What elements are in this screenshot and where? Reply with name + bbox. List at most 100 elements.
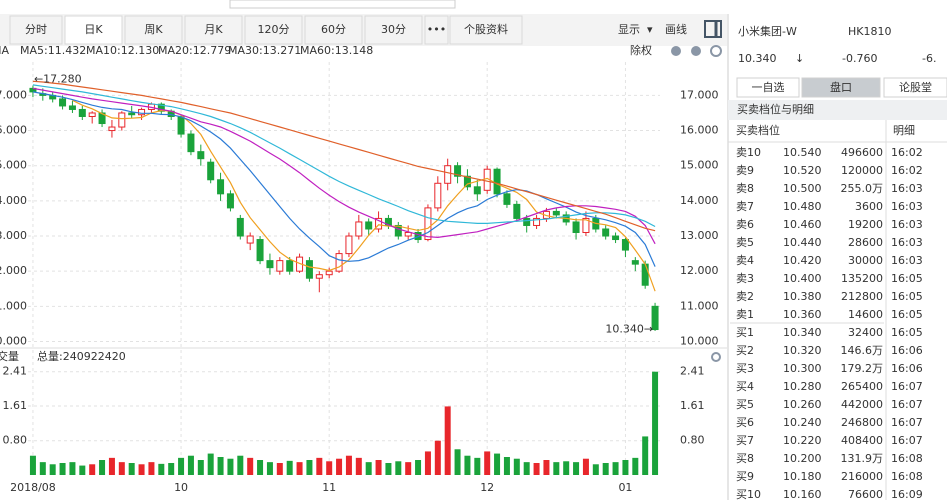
volume-bar [326, 461, 333, 475]
change: -0.760 [842, 52, 877, 65]
volume-bar [286, 460, 293, 475]
y-tick-label: 2.41 [680, 365, 705, 378]
y-tick-label: 10.000 [680, 334, 719, 347]
tab-label[interactable]: 日K [84, 23, 103, 36]
tab[interactable] [184, 15, 243, 45]
level-volume: 216000 [841, 470, 883, 483]
level-label: 卖4 [736, 254, 754, 267]
candle-body [582, 217, 590, 234]
volume-bar [375, 460, 382, 475]
level-volume: 30000 [848, 254, 883, 267]
tab[interactable] [124, 15, 183, 45]
level-price: 10.380 [783, 290, 822, 303]
tab-label[interactable]: 分时 [25, 23, 47, 36]
detail-time: 16:07 [891, 416, 923, 429]
level-label: 买4 [736, 380, 754, 393]
panel-tab-label[interactable]: 论股堂 [899, 80, 932, 94]
level-price: 10.280 [783, 380, 822, 393]
price: 10.340 [738, 52, 777, 65]
detail-time: 16:02 [891, 164, 923, 177]
candle-body [157, 103, 165, 112]
panel-tab-label[interactable]: 盘口 [830, 80, 852, 94]
detail-time: 16:02 [891, 146, 923, 159]
level-label: 买8 [736, 452, 754, 465]
level-label: 卖1 [736, 308, 754, 321]
panel-tab[interactable] [736, 77, 800, 98]
volume-bar [503, 457, 510, 475]
candle-body [335, 253, 343, 272]
panel-tab-label[interactable]: 一自选 [752, 81, 785, 94]
level-volume: 131.9万 [841, 452, 884, 465]
volume-bar [79, 465, 86, 475]
volume-bar [276, 463, 283, 475]
candle-body [602, 228, 610, 237]
volume-bar [158, 463, 165, 475]
volume-bar [444, 406, 451, 475]
orderbook-header: 买卖档位 [736, 123, 780, 137]
zoom-out[interactable] [691, 46, 701, 56]
tab[interactable] [364, 15, 423, 45]
volume-bar [39, 462, 46, 475]
volume-bar [296, 462, 303, 475]
y-tick-label: 15.000 [0, 159, 27, 172]
adjust-label[interactable]: 除权 [630, 43, 652, 57]
level-price: 10.540 [783, 146, 822, 159]
detail-time: 16:08 [891, 470, 923, 483]
draw-line-button[interactable]: 画线 [665, 22, 687, 36]
display-button[interactable]: 显示 [618, 23, 640, 36]
level-volume: 76600 [848, 488, 883, 500]
tab[interactable] [64, 15, 123, 45]
detail-time: 16:03 [891, 182, 923, 195]
tab-label[interactable]: 个股资料 [464, 22, 508, 36]
layout-icon[interactable] [704, 20, 722, 38]
tab[interactable] [304, 15, 363, 45]
detail-time: 16:05 [891, 308, 923, 321]
tab-label[interactable]: 30分 [381, 23, 406, 36]
tab[interactable] [424, 15, 449, 45]
tab[interactable] [9, 15, 63, 45]
candle-body [187, 133, 195, 153]
tab-label[interactable]: 120分 [258, 23, 290, 36]
y-tick-label: 12.000 [0, 264, 27, 277]
candle-body [503, 193, 511, 205]
volume-bar [592, 464, 599, 475]
volume-settings[interactable] [711, 352, 721, 362]
volume-bar [405, 462, 412, 475]
candle-body [533, 217, 541, 226]
candle-body [434, 182, 442, 209]
level-price: 10.200 [783, 452, 822, 465]
panel-tab[interactable] [801, 77, 881, 98]
tab[interactable] [449, 15, 523, 45]
tab-label[interactable]: 60分 [321, 23, 346, 36]
y-tick-label: 15.000 [680, 159, 719, 172]
level-label: 买9 [736, 470, 754, 483]
search-box[interactable] [229, 0, 456, 9]
level-price: 10.500 [783, 182, 822, 195]
settings[interactable] [710, 45, 722, 57]
level-price: 10.360 [783, 308, 822, 321]
detail-time: 16:03 [891, 200, 923, 213]
tab[interactable] [244, 15, 303, 45]
y-tick-label: 2.41 [3, 365, 28, 378]
level-label: 买6 [736, 416, 754, 429]
candle-body [454, 165, 462, 177]
tab-label[interactable]: ••• [427, 23, 446, 36]
level-label: 买3 [736, 362, 754, 375]
level-volume: 408400 [841, 434, 883, 447]
level-price: 10.420 [783, 254, 822, 267]
detail-time: 16:08 [891, 452, 923, 465]
y-tick-label: 14.000 [0, 194, 27, 207]
ma-line [32, 87, 656, 245]
candle-body [384, 217, 392, 226]
level-volume: 3600 [855, 200, 883, 213]
tab-label[interactable]: 周K [144, 23, 163, 36]
volume-bar [573, 462, 580, 475]
y-tick-label: 13.000 [680, 229, 719, 242]
zoom-in[interactable] [671, 46, 681, 56]
detail-time: 16:03 [891, 254, 923, 267]
panel-tab[interactable] [883, 77, 947, 98]
level-price: 10.220 [783, 434, 822, 447]
candle-body [375, 217, 383, 230]
volume-bar [355, 457, 362, 475]
tab-label[interactable]: 月K [204, 23, 223, 36]
